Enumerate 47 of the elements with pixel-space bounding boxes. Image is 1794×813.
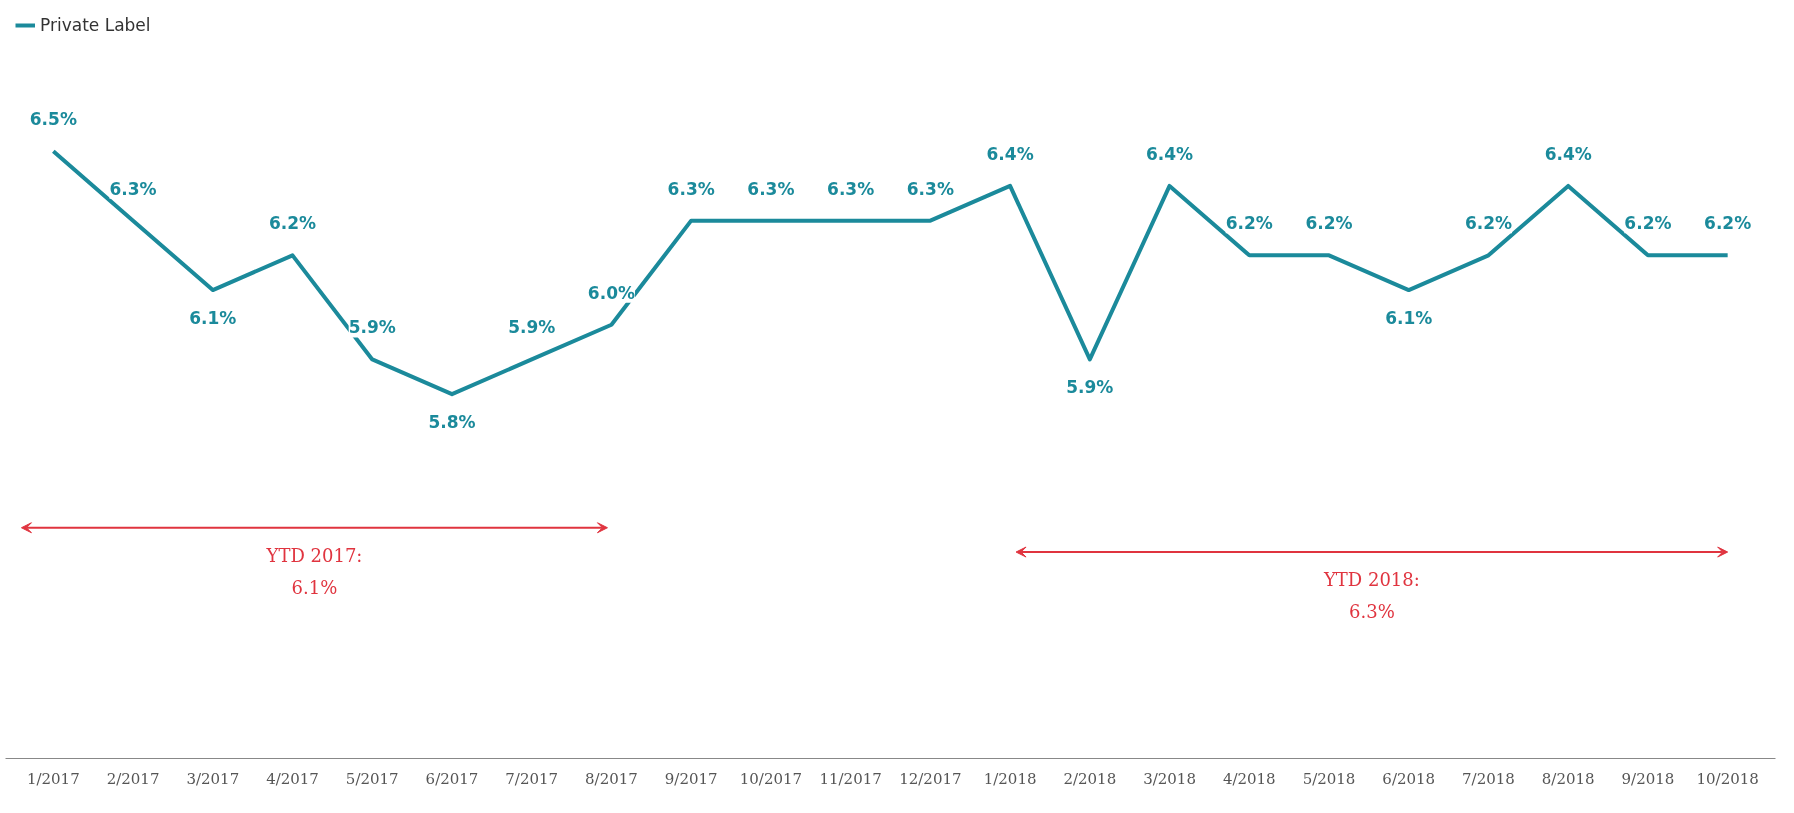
legend-label: Private Label [40,15,151,35]
x-tick-label: 10/2017 [739,769,803,788]
data-label: 5.9% [1066,377,1114,398]
x-tick-label: 10/2018 [1696,769,1759,788]
x-tick-label: 8/2017 [585,769,638,788]
x-tick-label: 3/2018 [1143,769,1196,788]
text: YTD 2017: 6.1% [265,544,363,598]
x-tick-label: 7/2018 [1462,769,1515,788]
x-tick-label: 4/2017 [266,769,319,788]
data-label: 5.8% [428,412,476,433]
data-label: 6.5% [29,109,77,130]
x-tick-label: 6/2018 [1382,769,1436,788]
data-label: 6.3% [747,178,795,199]
x-tick-label: 9/2018 [1621,769,1675,788]
data-label: 5.9% [348,317,396,338]
text: YTD 2018: 6.3% [1322,569,1420,623]
data-label: 6.0% [587,282,636,303]
data-label: 5.9% [508,317,556,338]
data-label: 6.4% [986,143,1034,164]
x-tick-label: 9/2017 [664,769,718,788]
x-tick-label: 12/2017 [899,769,962,788]
data-label: 6.3% [906,178,954,199]
x-tick-label: 1/2018 [983,769,1037,788]
data-label: 6.2% [1225,213,1273,234]
x-tick-label: 3/2017 [186,769,240,788]
x-tick-label: 2/2017 [106,769,160,788]
data-label: 6.1% [1385,308,1433,329]
x-tick-label: 8/2018 [1541,769,1595,788]
x-tick-label: 6/2017 [425,769,479,788]
x-tick-label: 11/2017 [819,769,882,788]
x-tick-label: 7/2017 [505,769,559,788]
data-label: 6.2% [1305,213,1353,234]
x-tick-label: 2/2018 [1063,769,1117,788]
data-label: 6.2% [268,213,317,234]
data-label: 6.2% [1704,213,1752,234]
x-tick-label: 1/2017 [26,769,80,788]
x-tick-label: 5/2018 [1302,769,1356,788]
data-label: 6.3% [109,178,157,199]
data-label: 6.3% [667,178,715,199]
data-label: 6.4% [1145,143,1194,164]
data-label: 6.3% [827,178,875,199]
data-label: 6.1% [189,308,237,329]
x-tick-label: 4/2018 [1222,769,1276,788]
data-label: 6.4% [1544,143,1592,164]
data-label: 6.2% [1624,213,1672,234]
data-label: 6.2% [1464,213,1513,234]
x-tick-label: 5/2017 [345,769,399,788]
